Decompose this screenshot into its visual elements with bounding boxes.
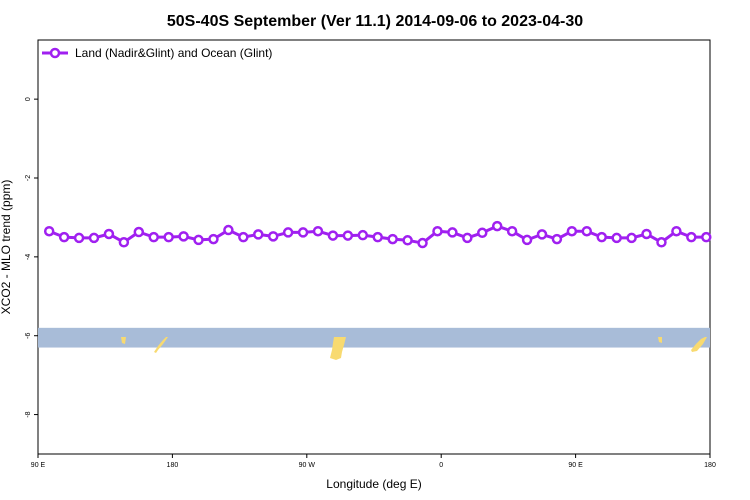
data-point	[342, 230, 354, 241]
data-point	[581, 225, 593, 237]
data-point	[58, 231, 70, 243]
data-point	[133, 226, 145, 238]
data-point	[596, 231, 607, 243]
data-point	[372, 231, 383, 243]
data-point	[671, 225, 682, 237]
data-point	[462, 232, 473, 244]
data-point	[163, 231, 174, 243]
y-axis-label: XCO2 - MLO trend (ppm)	[0, 180, 13, 315]
x-tick-label: 90 E	[31, 462, 46, 469]
data-point	[656, 237, 667, 248]
data-point	[402, 235, 413, 246]
y-tick-label: -6	[25, 333, 32, 339]
plot-area	[37, 39, 711, 455]
data-point	[282, 227, 294, 238]
y-tick-label: -2	[25, 175, 32, 181]
map-land-shape	[330, 337, 346, 360]
data-point	[267, 231, 279, 242]
plot-frame	[37, 39, 711, 455]
data-point	[521, 234, 533, 246]
data-point	[551, 233, 563, 245]
data-point	[477, 227, 488, 239]
map-land-shape	[691, 337, 707, 352]
x-tick-label: 90 E	[568, 462, 583, 469]
series-layer	[43, 220, 712, 249]
data-point	[238, 231, 249, 243]
legend-marker	[49, 47, 61, 59]
x-tick-label: 0	[439, 462, 443, 469]
data-point	[178, 231, 189, 242]
x-tick-label: 90 W	[299, 462, 316, 469]
data-point	[327, 230, 339, 241]
x-axis: 90 E 180 90 W 0 90 E 180	[31, 454, 716, 469]
data-point	[208, 233, 219, 245]
data-point	[686, 231, 697, 243]
data-point	[611, 232, 622, 244]
data-point	[88, 232, 100, 244]
data-point	[148, 231, 159, 243]
map-land-shape	[121, 337, 126, 344]
map-land-shape	[154, 337, 168, 353]
y-axis: 0 -2 -4 -6 -8	[25, 97, 38, 418]
data-point	[43, 225, 55, 237]
chart-title: 50S-40S September (Ver 11.1) 2014-09-06 …	[167, 13, 583, 30]
x-tick-label: 180	[167, 462, 179, 469]
data-point	[626, 232, 637, 244]
legend: Land (Nadir&Glint) and Ocean (Glint)	[42, 46, 272, 60]
data-point	[223, 224, 234, 236]
data-point	[641, 228, 652, 240]
data-point	[536, 229, 548, 240]
map-strip	[38, 327, 710, 360]
data-point	[193, 234, 204, 246]
map-ocean-band	[38, 327, 710, 348]
y-tick-label: -4	[25, 254, 32, 260]
data-point	[566, 225, 578, 237]
data-point	[103, 228, 115, 240]
data-point	[73, 232, 85, 244]
data-point	[432, 225, 443, 237]
y-tick-label: 0	[25, 97, 32, 101]
data-point	[417, 237, 428, 249]
data-point	[297, 227, 309, 238]
data-point	[253, 229, 264, 240]
data-point	[118, 237, 130, 248]
data-point	[387, 233, 398, 245]
data-point	[447, 227, 458, 238]
x-axis-label: Longitude (deg E)	[326, 477, 421, 491]
map-land-shape	[658, 337, 662, 343]
data-point	[312, 225, 324, 237]
legend-label: Land (Nadir&Glint) and Ocean (Glint)	[75, 46, 272, 60]
y-tick-label: -8	[25, 411, 32, 417]
data-point	[491, 220, 503, 232]
x-tick-label: 180	[704, 462, 716, 469]
data-point	[506, 225, 518, 237]
data-point	[357, 229, 369, 241]
data-point	[701, 231, 712, 243]
